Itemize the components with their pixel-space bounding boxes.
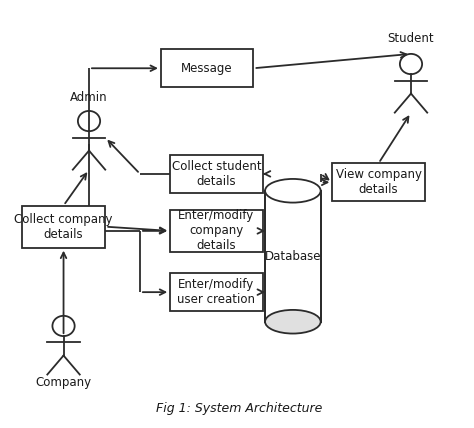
Bar — [170, 210, 263, 252]
Text: Collect company
details: Collect company details — [14, 213, 113, 241]
Bar — [332, 163, 425, 201]
Ellipse shape — [265, 310, 320, 333]
Text: Enter/modify
user creation: Enter/modify user creation — [177, 278, 255, 306]
Text: View company
details: View company details — [336, 168, 421, 196]
Bar — [161, 49, 254, 87]
Text: Enter/modify
company
details: Enter/modify company details — [178, 209, 255, 253]
Text: Message: Message — [182, 62, 233, 75]
Bar — [22, 205, 105, 248]
Text: Company: Company — [36, 376, 91, 389]
Ellipse shape — [265, 179, 320, 202]
Text: Fig 1: System Architecture: Fig 1: System Architecture — [156, 401, 323, 415]
Text: Collect student
details: Collect student details — [172, 160, 261, 188]
Bar — [265, 191, 320, 322]
Text: Database: Database — [264, 250, 321, 263]
Bar — [170, 273, 263, 311]
Bar — [170, 155, 263, 193]
Text: Student: Student — [388, 32, 434, 45]
Text: Admin: Admin — [70, 91, 108, 104]
